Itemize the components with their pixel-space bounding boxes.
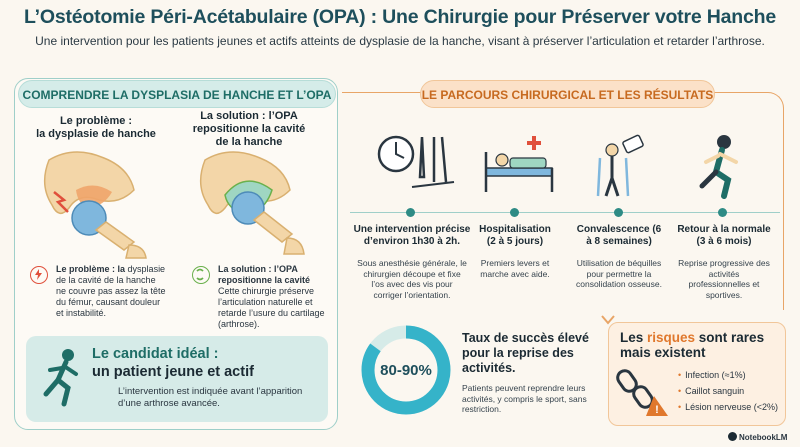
page-title: L’Ostéotomie Péri-Acétabulaire (OPA) : U… [24,6,776,28]
problem-heading: Le problème : la dysplasie de hanche [36,115,156,140]
success-rate-value: 80-90% [380,362,432,379]
section-title-journey: LE PARCOURS CHIRURGICAL ET LES RÉSULTATS [420,80,715,108]
running-woman-icon [699,135,738,199]
step-1-description: Sous anesthésie générale, le chirurgien … [357,258,467,300]
solution-description: La solution : l’OPA repositionne la cavi… [218,264,325,329]
timeline-dot [406,208,415,217]
ideal-candidate-box [26,336,328,422]
step-2-description: Premiers levers et marche avec aide. [480,258,550,279]
timeline-dot [718,208,727,217]
crutches-icon [596,134,644,197]
risk-item: Lésion nerveuse (<2%) [678,402,778,412]
corrected-hip-illustration [199,151,305,255]
timeline-dot [614,208,623,217]
timeline-line [350,212,780,213]
problem-description: Le problème : la dysplasie de la cavité … [56,264,166,318]
success-title: Taux de succès élevé pour la reprise des… [462,331,589,375]
bolt-icon [30,266,48,284]
timeline-dot [510,208,519,217]
page-subtitle: Une intervention pour les patients jeune… [35,34,765,48]
step-4-description: Reprise progressive des activités profes… [678,258,770,300]
candidate-subtitle: un patient jeune et actif [92,364,254,380]
section-title-understanding: COMPRENDRE LA DYSPLASIA DE HANCHE ET L’O… [18,80,336,108]
clock-and-instruments-icon [377,135,455,188]
step-1-title: Une intervention précise d’environ 1h30 … [353,224,471,247]
risks-title: Les risques sont rares mais existent [620,330,765,360]
step-3-title: Convalescence (6 à 8 semaines) [576,224,662,247]
step-2-title: Hospitalisation (2 à 5 jours) [479,224,551,247]
candidate-title: Le candidat idéal : [92,346,219,362]
risk-item: Infection (≈1%) [678,370,745,380]
broken-chain-icon: ! [616,369,668,416]
success-description: Patients peuvent reprendre leurs activit… [462,383,587,414]
notebooklm-logo: NotebookLM [728,432,787,442]
solution-heading: La solution : l’OPA repositionne la cavi… [192,110,306,148]
reposition-icon [192,266,210,284]
warning-icon: ! [655,404,659,416]
success-rate-donut: 80-90% [361,325,451,415]
dysplastic-hip-illustration [43,151,147,259]
candidate-description: L’intervention est indiquée avant l’appa… [118,386,303,409]
runner-icon [43,349,78,407]
hospital-bed-icon [484,136,554,192]
step-3-description: Utilisation de béquilles pour permettre … [576,258,663,289]
chevron-down-icon [601,315,615,325]
risk-item: Caillot sanguin [678,386,744,396]
step-4-title: Retour à la normale (3 à 6 mois) [677,224,771,247]
